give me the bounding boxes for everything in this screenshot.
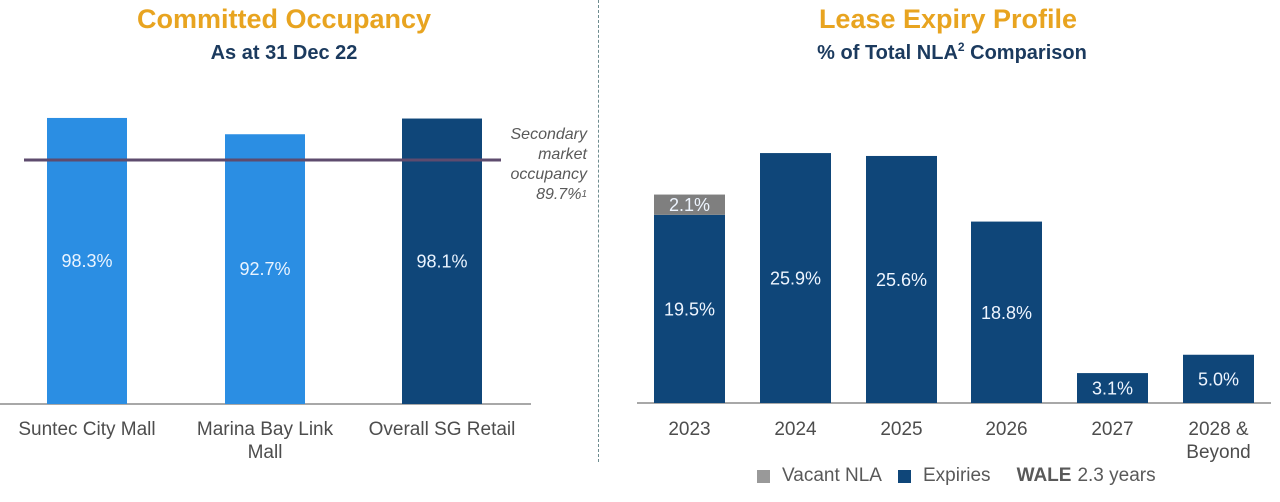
x-tick-label: Suntec City Mall	[18, 419, 155, 440]
x-tick-label: 2023	[668, 419, 710, 440]
bar-value-label: 92.7%	[239, 259, 290, 279]
legend-item-expiries: Expiries	[897, 465, 991, 487]
footnote-marker: 2	[957, 40, 965, 54]
bar-expiries-2027	[1077, 373, 1148, 403]
bar-value-label: 25.6%	[876, 270, 927, 290]
reference-value: 89.7%	[536, 186, 582, 203]
bar-value-label: 19.5%	[664, 299, 715, 319]
reference-footnote: 1	[581, 189, 587, 200]
x-tick-label: Beyond	[1186, 442, 1250, 463]
subtitle-main: % of Total NLA	[817, 42, 958, 64]
x-tick-label: Marina Bay Link	[197, 419, 334, 440]
bar-expiries-2028Beyond	[1183, 354, 1254, 403]
bar-value-label: 5.0%	[1198, 369, 1239, 389]
x-tick-label: 2028 &	[1188, 419, 1249, 440]
x-tick-label: 2027	[1091, 419, 1133, 440]
legend-label: Expiries	[922, 465, 991, 486]
occupancy-chart-title: Committed Occupancy	[136, 4, 432, 34]
x-tick-label: 2024	[774, 419, 817, 440]
x-tick-label: 2025	[880, 419, 922, 440]
wale-value: 2.3 years	[1077, 465, 1156, 486]
lease-expiry-chart-subtitle: % of Total NLA2 Comparison	[817, 40, 1087, 65]
reference-line-label: Secondary market occupancy 89.7%1	[503, 125, 588, 205]
reference-label-line: market	[538, 146, 587, 163]
bar-expiries-2024	[760, 153, 831, 403]
wale-key: WALE	[1016, 465, 1072, 486]
bar-value-label: 98.1%	[416, 251, 467, 271]
lease-expiry-legend: Vacant NLA Expiries WALE 2.3 years	[757, 465, 1156, 487]
panel-divider	[598, 0, 599, 462]
reference-label-value: 89.7%1	[503, 185, 587, 205]
lease-expiry-chart-title: Lease Expiry Profile	[818, 4, 1078, 34]
bar-1	[47, 117, 127, 405]
bar-value-label: 18.8%	[981, 303, 1032, 323]
bar-value-label: 25.9%	[770, 269, 821, 289]
bar-expiries-2026	[971, 221, 1042, 403]
x-tick-label: Overall SG Retail	[369, 419, 516, 440]
legend-label: Vacant NLA	[782, 465, 882, 486]
bar-value-label: 3.1%	[1092, 379, 1133, 399]
bar-3	[402, 118, 482, 405]
reference-label-line: occupancy	[510, 166, 588, 183]
subtitle-tail: Comparison	[964, 42, 1087, 64]
legend-swatch-vacant	[757, 469, 770, 483]
bar-expiries-2023	[654, 214, 725, 403]
occupancy-chart-subtitle: As at 31 Dec 22	[210, 42, 358, 64]
bar-value-label: 2.1%	[669, 195, 710, 215]
x-tick-label: 2026	[985, 419, 1027, 440]
legend-swatch-expiries	[897, 469, 911, 483]
bar-value-label: 98.3%	[61, 251, 112, 271]
bar-expiries-2025	[866, 155, 937, 403]
x-tick-label: Mall	[248, 442, 283, 463]
bar-2	[225, 134, 305, 405]
bar-vacant-nla-2023	[654, 194, 725, 215]
legend-item-vacant-nla: Vacant NLA	[757, 465, 882, 487]
reference-label-line: Secondary	[510, 126, 588, 143]
